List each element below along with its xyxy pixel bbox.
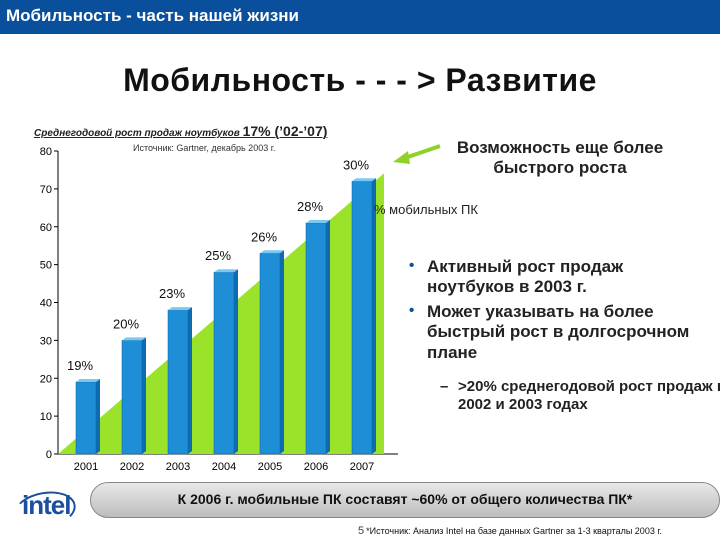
bullet-text-2: Может указывать на более быстрый рост в … — [427, 301, 690, 362]
header-bar: Мобильность - часть нашей жизни — [0, 0, 720, 34]
x-tick-label: 2004 — [212, 461, 236, 473]
x-tick-label: 2001 — [74, 461, 98, 473]
bullet-text-1: Активный рост продаж ноутбуков в 2003 г. — [427, 257, 624, 297]
sub-bullet-text: >20% среднегодовой рост продаж в 2002 и … — [458, 378, 720, 413]
bar-side — [234, 269, 238, 454]
bar-value-label: 28% — [297, 199, 323, 214]
bar-side — [188, 307, 192, 454]
conclusion-banner: К 2006 г. мобильные ПК составят ~60% от … — [90, 482, 720, 518]
x-tick-label: 2007 — [350, 461, 374, 473]
bullet-dot-icon: • — [409, 257, 415, 274]
bar-top — [214, 269, 238, 273]
bar — [121, 337, 146, 455]
bar-top — [76, 379, 100, 383]
bar-top — [352, 178, 376, 182]
y-tick-label: 20 — [40, 373, 52, 385]
x-tick-label: 2003 — [166, 461, 190, 473]
x-tick-label: 2006 — [304, 461, 328, 473]
header-text: Мобильность - часть нашей жизни — [6, 6, 299, 25]
bullet-item-1: • Активный рост продаж ноутбуков в 2003 … — [405, 257, 715, 298]
mobile-share-label: % мобильных ПК — [374, 202, 478, 217]
chart-caption-cagr: 17% (’02-’07) — [242, 123, 328, 139]
bullet-item-2: • Может указывать на более быстрый рост … — [405, 302, 715, 363]
bar-value-label: 30% — [343, 157, 369, 172]
page-number: 5 — [358, 525, 365, 537]
bar-top — [122, 337, 146, 341]
logo-text: intel — [22, 490, 71, 520]
bar-rect — [351, 181, 373, 455]
bullet-list: • Активный рост продаж ноутбуков в 2003 … — [405, 257, 715, 367]
y-tick-label: 0 — [46, 449, 52, 461]
bar-value-label: 26% — [251, 229, 277, 244]
bar-rect — [213, 271, 235, 455]
bar — [167, 307, 192, 455]
bar — [213, 269, 238, 455]
bar-top — [306, 219, 330, 223]
y-tick-label: 30 — [40, 335, 52, 347]
footnote-text: *Источник: Анализ Intel на базе данных G… — [366, 526, 663, 536]
callout-arrow-icon — [393, 144, 441, 164]
bar-rect — [259, 253, 281, 455]
bullet-dot-icon: • — [409, 301, 415, 319]
banner-text: К 2006 г. мобильные ПК составят ~60% от … — [177, 491, 633, 507]
intel-logo: intel — [11, 486, 79, 534]
x-tick-label: 2002 — [120, 461, 144, 473]
bar-value-label: 20% — [113, 316, 139, 331]
bar-side — [96, 379, 100, 454]
footnote: 5 *Источник: Анализ Intel на базе данных … — [358, 525, 662, 537]
bar-rect — [167, 309, 189, 455]
bar-top — [168, 307, 192, 311]
bar-rect — [121, 340, 143, 455]
dash-icon: – — [440, 378, 449, 395]
bar-side — [326, 219, 330, 454]
bar — [351, 178, 376, 455]
bar-side — [372, 178, 376, 455]
y-tick-label: 80 — [40, 146, 52, 158]
chart-source: Источник: Gartner, декабрь 2003 г. — [133, 143, 276, 153]
bar-rect — [305, 222, 327, 455]
bar-value-label: 23% — [159, 286, 185, 301]
bar-chart: 0 10 20 30 40 50 60 70 80 2001 19% 2002 20% 2003 23% 2… — [40, 144, 441, 473]
chart-caption: Среднегодовой рост продаж ноутбуков 17% … — [34, 123, 327, 139]
y-tick-label: 50 — [40, 260, 52, 272]
bar-side — [142, 337, 146, 454]
chart-caption-main: Среднегодовой рост продаж ноутбуков — [34, 128, 240, 139]
y-tick-label: 70 — [40, 184, 52, 196]
bar — [259, 250, 284, 455]
bar — [305, 219, 330, 455]
bar — [75, 379, 100, 455]
bar-side — [280, 250, 284, 454]
y-tick-label: 10 — [40, 411, 52, 423]
x-tick-label: 2005 — [258, 461, 282, 473]
callout-text: Возможность еще более быстрого роста — [456, 138, 664, 178]
bar-rect — [75, 381, 97, 455]
y-tick-label: 40 — [40, 298, 52, 310]
sub-bullet: – >20% среднегодовой рост продаж в 2002 … — [440, 378, 720, 414]
bar-value-label: 25% — [205, 248, 231, 263]
bar-top — [260, 250, 284, 254]
y-tick-label: 60 — [40, 222, 52, 234]
slide-title: Мобильность - - - > Развитие — [123, 62, 597, 98]
bar-value-label: 19% — [67, 358, 93, 373]
